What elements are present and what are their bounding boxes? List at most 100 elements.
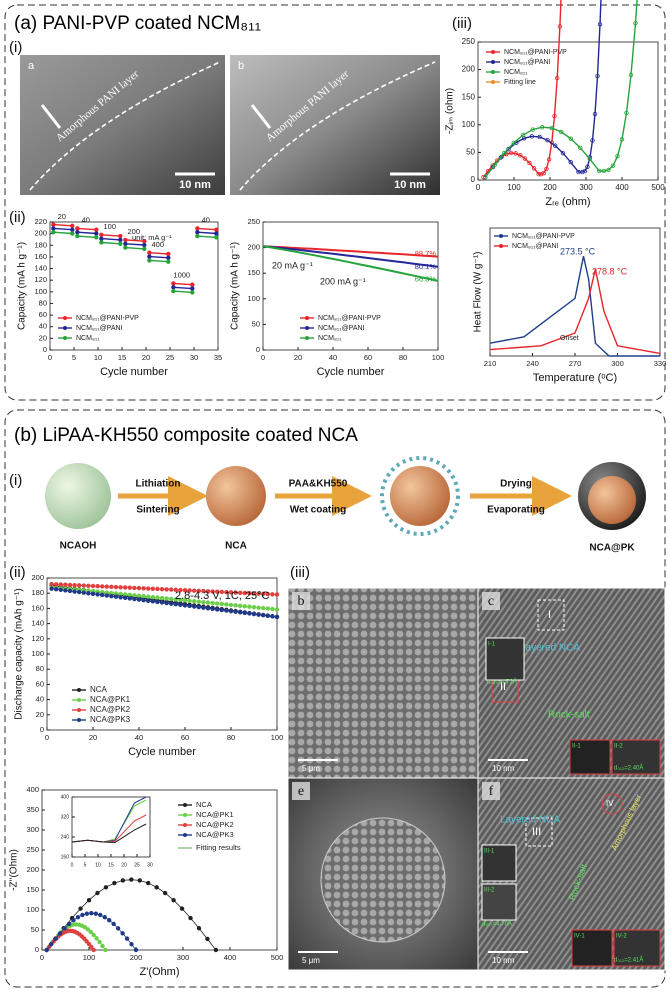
legend-marker (491, 70, 495, 74)
legend-label: NCM₈₁₁@PANI (504, 59, 551, 66)
marker (261, 591, 266, 597)
x-axis-title: Cycle number (128, 746, 196, 758)
rate-label: 20 (58, 212, 66, 221)
marker (188, 915, 193, 921)
marker (54, 587, 59, 592)
plot-frame (71, 796, 151, 858)
legend-label: NCM₈₁₁@PANI-PVP (76, 315, 139, 322)
arrow (250, 104, 272, 129)
marker (53, 936, 58, 941)
marker (147, 254, 152, 259)
marker (122, 592, 128, 597)
legend-label: NCA@PK2 (90, 705, 131, 714)
letter-box (292, 592, 310, 610)
marker (122, 595, 128, 601)
marker (91, 947, 96, 953)
legend-marker (183, 833, 187, 837)
marker (544, 166, 549, 172)
marker (100, 943, 105, 949)
marker (171, 281, 176, 286)
x-tick-label: 270 (569, 359, 582, 368)
marker (120, 878, 126, 883)
marker (147, 258, 152, 263)
marker (633, 20, 638, 26)
curve (484, 0, 602, 178)
marker (136, 597, 142, 602)
x-tick-label: 35 (214, 353, 222, 362)
legend-marker (183, 813, 187, 817)
marker (587, 156, 592, 161)
marker (513, 151, 518, 156)
marker (205, 600, 211, 605)
annotation: III (532, 826, 541, 838)
y-tick-label: 80 (39, 298, 47, 307)
marker (498, 155, 503, 160)
marker (261, 605, 266, 611)
x-tick-label: 60 (364, 353, 372, 362)
marker (522, 156, 528, 161)
marker (219, 607, 224, 613)
letter-box (482, 592, 500, 610)
y-tick-label: 40 (36, 695, 44, 704)
legend-marker (305, 336, 309, 340)
marker (508, 150, 514, 156)
y-tick-label: 180 (34, 240, 47, 249)
marker (242, 590, 247, 596)
marker (233, 603, 238, 608)
legend-marker (491, 60, 495, 64)
marker (75, 233, 80, 239)
marker (552, 143, 558, 148)
marker (219, 589, 224, 595)
region (537, 599, 565, 631)
marker (136, 593, 142, 598)
scale-label: 10 nm (492, 764, 515, 773)
scale-label: 5 μm (302, 764, 320, 773)
y-tick-label: 140 (34, 264, 47, 273)
marker (118, 595, 123, 600)
x-tick-label: 330 (654, 359, 667, 368)
marker (190, 282, 195, 287)
marker (86, 591, 91, 596)
legend-label: NCA@PK3 (90, 715, 131, 724)
marker (270, 606, 275, 612)
curve (71, 823, 147, 844)
y-tick-label: 200 (462, 65, 476, 74)
step-label: Lithiation (136, 479, 181, 490)
marker (578, 145, 583, 150)
annotation: d₀₀₃=4.72Å (487, 679, 517, 686)
marker (597, 22, 603, 27)
marker (506, 146, 511, 152)
marker (118, 233, 123, 239)
legend-label: NCA (196, 800, 212, 809)
marker (560, 150, 566, 156)
marker (191, 599, 197, 604)
condition: 2.8-4.3 V, 1C, 25°C (175, 590, 270, 602)
marker (136, 585, 142, 591)
marker (483, 175, 488, 180)
step-label: Drying (500, 479, 532, 490)
legend-label: NCM₈₁₁@PANI (318, 325, 365, 332)
annotation: IV-2 (616, 934, 627, 940)
material-label: NCA@PK (589, 543, 635, 554)
marker (205, 936, 210, 942)
annotation: IV (606, 799, 614, 808)
annotation: II (500, 681, 506, 693)
marker (518, 153, 523, 158)
legend-label: NCM₈₁₁@PANI-PVP (318, 315, 381, 322)
marker (190, 290, 195, 295)
x-tick-label: 0 (45, 733, 49, 742)
marker (214, 227, 219, 232)
marker (76, 589, 82, 595)
y-tick-label: 0 (43, 345, 47, 354)
marker (142, 242, 147, 248)
marker (195, 233, 200, 239)
sphere (45, 463, 111, 529)
legend-marker (305, 326, 309, 330)
y-tick-label: 240 (61, 834, 70, 840)
marker (90, 591, 96, 597)
letter-box (292, 782, 310, 800)
marker (214, 589, 220, 594)
curve (71, 796, 147, 843)
fft (611, 739, 661, 775)
y-tick-label: 0 (471, 175, 476, 184)
